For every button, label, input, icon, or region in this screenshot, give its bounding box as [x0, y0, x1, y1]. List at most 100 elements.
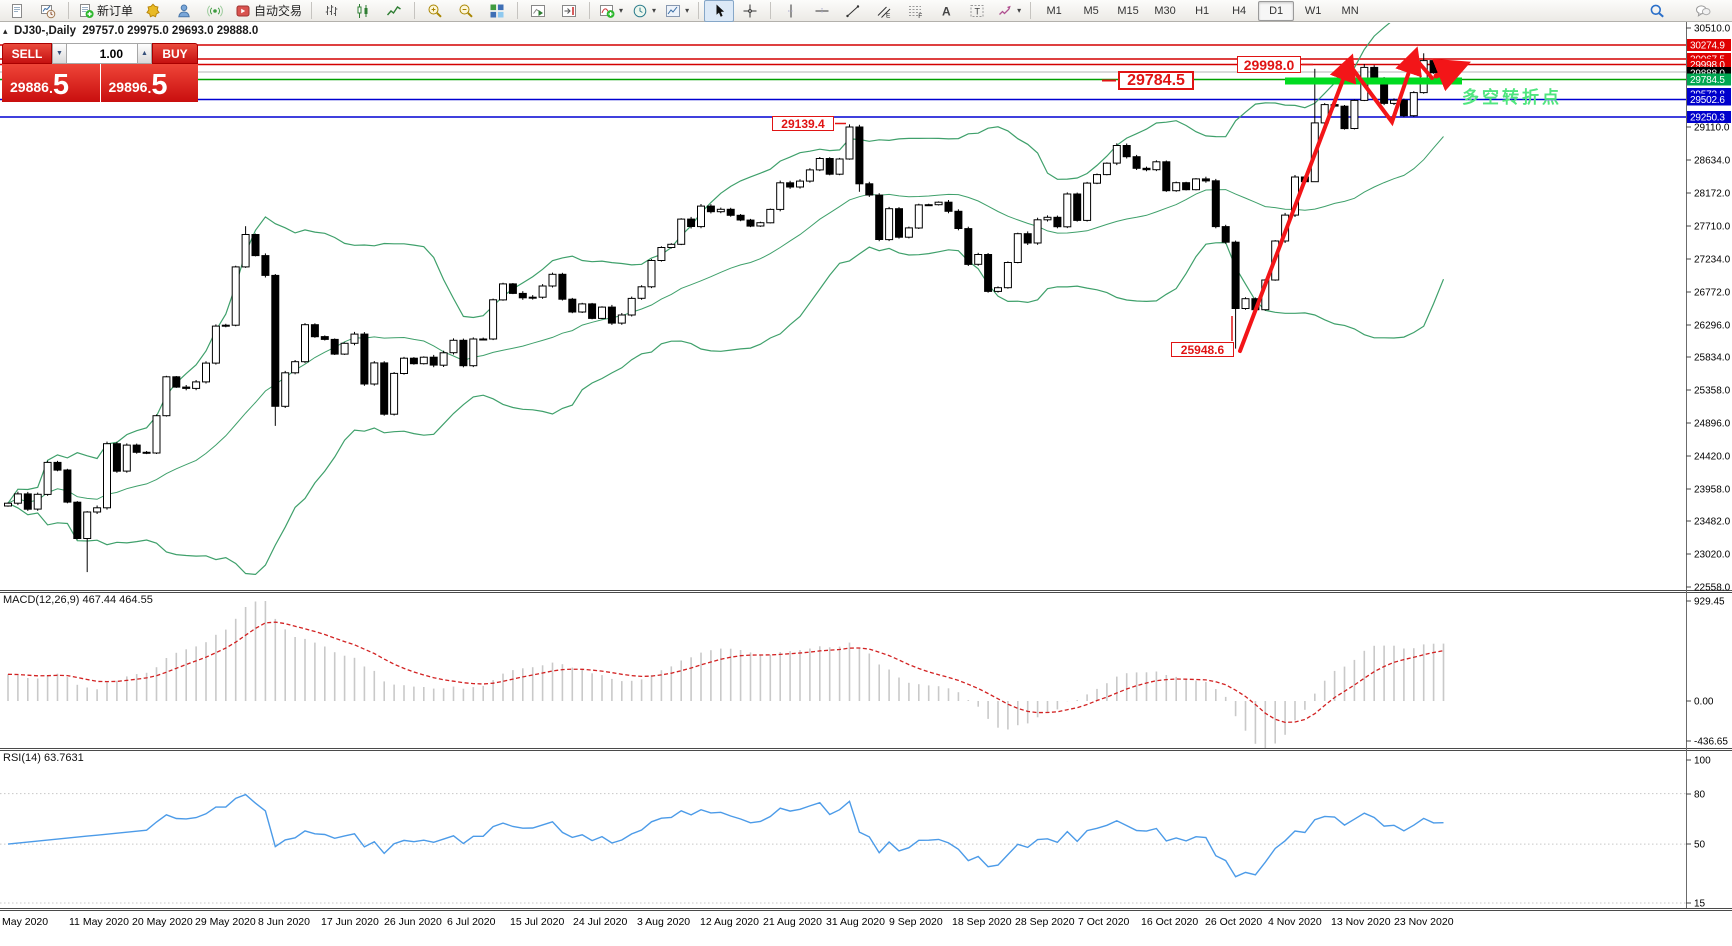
toolbar-chat-button[interactable]: [1688, 0, 1718, 22]
toolbar-text-button[interactable]: A: [931, 0, 961, 22]
text-label-icon: T: [970, 4, 984, 17]
text-icon: A: [942, 4, 951, 18]
toolbar-periods-button[interactable]: ▾: [628, 0, 660, 22]
volume-input[interactable]: [67, 43, 137, 64]
timeframe-m1[interactable]: M1: [1046, 4, 1062, 17]
toolbar-vertical-line-button[interactable]: [776, 0, 806, 22]
price-annotation-label[interactable]: 29139.4: [772, 116, 834, 131]
one-click-trading-panel: SELL ▼ ▲ BUY 29886.5 29896.5: [2, 43, 198, 102]
toolbar-bar-chart-mode-button[interactable]: [317, 0, 347, 22]
toolbar-zoom-in-button[interactable]: [420, 0, 450, 22]
toolbar-tile-windows-button[interactable]: [482, 0, 512, 22]
zigzag-trend-line[interactable]: [1238, 53, 1357, 353]
timeframe-m15[interactable]: M15: [1117, 4, 1139, 17]
candle-chart-mode-icon: [357, 3, 368, 18]
svg-text:-436.65: -436.65: [1694, 737, 1728, 748]
main-chart-panel[interactable]: [0, 0, 1686, 576]
svg-text:E: E: [886, 12, 891, 19]
toolbar: 新订单 自动交易 ▾ ▾ ▾ E F A T ▾ M1 M5 M15 M30 H1 H4 D1 W1 MN: [0, 0, 1732, 22]
svg-text:26 Jun 2020: 26 Jun 2020: [384, 916, 442, 928]
toolbar-line-chart-mode-button[interactable]: [379, 0, 409, 22]
toolbar-fibonacci-button[interactable]: F: [900, 0, 930, 22]
toolbar-signals-button[interactable]: [200, 0, 230, 22]
buy-button[interactable]: BUY: [152, 43, 198, 64]
toolbar-crosshair-button[interactable]: [735, 0, 765, 22]
timeframe-m5[interactable]: M5: [1083, 4, 1099, 17]
dropdown-arrow-icon: ▾: [685, 6, 690, 15]
toolbar-cursor-button[interactable]: [704, 0, 735, 22]
symbol-tree-marker[interactable]: ▴: [3, 26, 8, 36]
price-annotation-label[interactable]: 29998.0: [1237, 56, 1301, 73]
sell-price-frac: 5: [52, 69, 69, 101]
svg-text:27234.0: 27234.0: [1694, 255, 1731, 266]
svg-text:16 Oct 2020: 16 Oct 2020: [1141, 916, 1198, 928]
toolbar-chart-shift-button[interactable]: [554, 0, 584, 22]
sell-button[interactable]: SELL: [2, 43, 52, 64]
toolbar-text-label-button[interactable]: T: [962, 0, 992, 22]
svg-text:929.45: 929.45: [1694, 597, 1725, 608]
buy-price-display[interactable]: 29896. 5: [100, 64, 198, 102]
svg-text:30510.0: 30510.0: [1694, 24, 1731, 35]
toolbar-search-button[interactable]: [1642, 0, 1672, 22]
toolbar-indicators-button[interactable]: ▾: [595, 0, 627, 22]
periods-icon: [633, 4, 647, 17]
svg-text:23 Nov 2020: 23 Nov 2020: [1394, 916, 1454, 928]
toolbar-arrows-button[interactable]: ▾: [993, 0, 1025, 22]
dropdown-arrow-icon: ▾: [1017, 6, 1022, 15]
timeframe-mn[interactable]: MN: [1341, 4, 1359, 17]
volume-decrease-button[interactable]: ▼: [52, 43, 67, 64]
toolbar-auto-trading-button[interactable]: 自动交易: [231, 0, 306, 22]
svg-text:21 Aug 2020: 21 Aug 2020: [763, 916, 822, 928]
equidistant-channel-icon: E: [877, 6, 891, 19]
toolbar-auto-trading-label: 自动交易: [254, 4, 303, 18]
toolbar-candle-chart-mode-button[interactable]: [348, 0, 378, 22]
auto-trading-icon: [236, 5, 250, 16]
fibonacci-icon: F: [909, 5, 922, 19]
toolbar-new-order-button[interactable]: 新订单: [74, 0, 137, 22]
timeframe-w1[interactable]: W1: [1304, 4, 1322, 17]
profiles-icon: [41, 4, 56, 18]
turning-point-band[interactable]: [1285, 77, 1462, 85]
svg-text:24420.0: 24420.0: [1694, 452, 1731, 463]
svg-text:23958.0: 23958.0: [1694, 485, 1731, 496]
svg-text:27710.0: 27710.0: [1694, 222, 1731, 233]
svg-text:3 Aug 2020: 3 Aug 2020: [637, 916, 690, 928]
timeframe-h1[interactable]: H1: [1195, 4, 1210, 17]
timeframe-d1[interactable]: D1: [1258, 0, 1295, 21]
price-annotation-label[interactable]: 29784.5: [1118, 71, 1194, 90]
macd-panel[interactable]: [7, 601, 1445, 748]
svg-text:23020.0: 23020.0: [1694, 550, 1731, 561]
toolbar-horizontal-line-button[interactable]: [807, 0, 837, 22]
price-axis[interactable]: 30510.0 29110.0 28634.0 28172.0 27710.0 27234…: [1686, 24, 1731, 910]
cursor-icon: [716, 4, 725, 17]
toolbar-new-order-label: 新订单: [97, 4, 134, 18]
svg-text:23482.0: 23482.0: [1694, 517, 1731, 528]
date-axis[interactable]: May 2020 11 May 2020 20 May 2020 29 May 202…: [2, 916, 1454, 928]
toolbar-auto-scroll-button[interactable]: [523, 0, 553, 22]
toolbar-separator: [517, 2, 519, 19]
toolbar-metaquotes-button[interactable]: [138, 0, 168, 22]
toolbar-metaeditor-button[interactable]: [169, 0, 199, 22]
toolbar-trendline-button[interactable]: [838, 0, 868, 22]
svg-text:30274.9: 30274.9: [1690, 41, 1725, 52]
bar-chart-mode-icon: [325, 4, 338, 16]
price-annotation-label[interactable]: 25948.6: [1171, 342, 1234, 357]
forecast-arrow[interactable]: [1431, 58, 1471, 92]
svg-text:28172.0: 28172.0: [1694, 189, 1731, 200]
toolbar-profiles-button[interactable]: [33, 0, 63, 22]
svg-text:26 Oct 2020: 26 Oct 2020: [1205, 916, 1262, 928]
toolbar-templates-button[interactable]: ▾: [661, 0, 693, 22]
toolbar-chart-window-button[interactable]: [2, 0, 32, 22]
timeframe-m30[interactable]: M30: [1154, 4, 1176, 17]
toolbar-equidistant-channel-button[interactable]: E: [869, 0, 899, 22]
toolbar-zoom-out-button[interactable]: [451, 0, 481, 22]
volume-increase-button[interactable]: ▲: [137, 43, 152, 64]
timeframe-h4[interactable]: H4: [1232, 4, 1247, 17]
rsi-panel[interactable]: [0, 793, 1686, 904]
sell-price-display[interactable]: 29886. 5: [2, 64, 100, 102]
rsi-indicator-label: RSI(14) 63.7631: [3, 752, 84, 764]
dropdown-arrow-icon: ▾: [619, 6, 624, 15]
price-badge: 30274.9: [1687, 39, 1731, 52]
